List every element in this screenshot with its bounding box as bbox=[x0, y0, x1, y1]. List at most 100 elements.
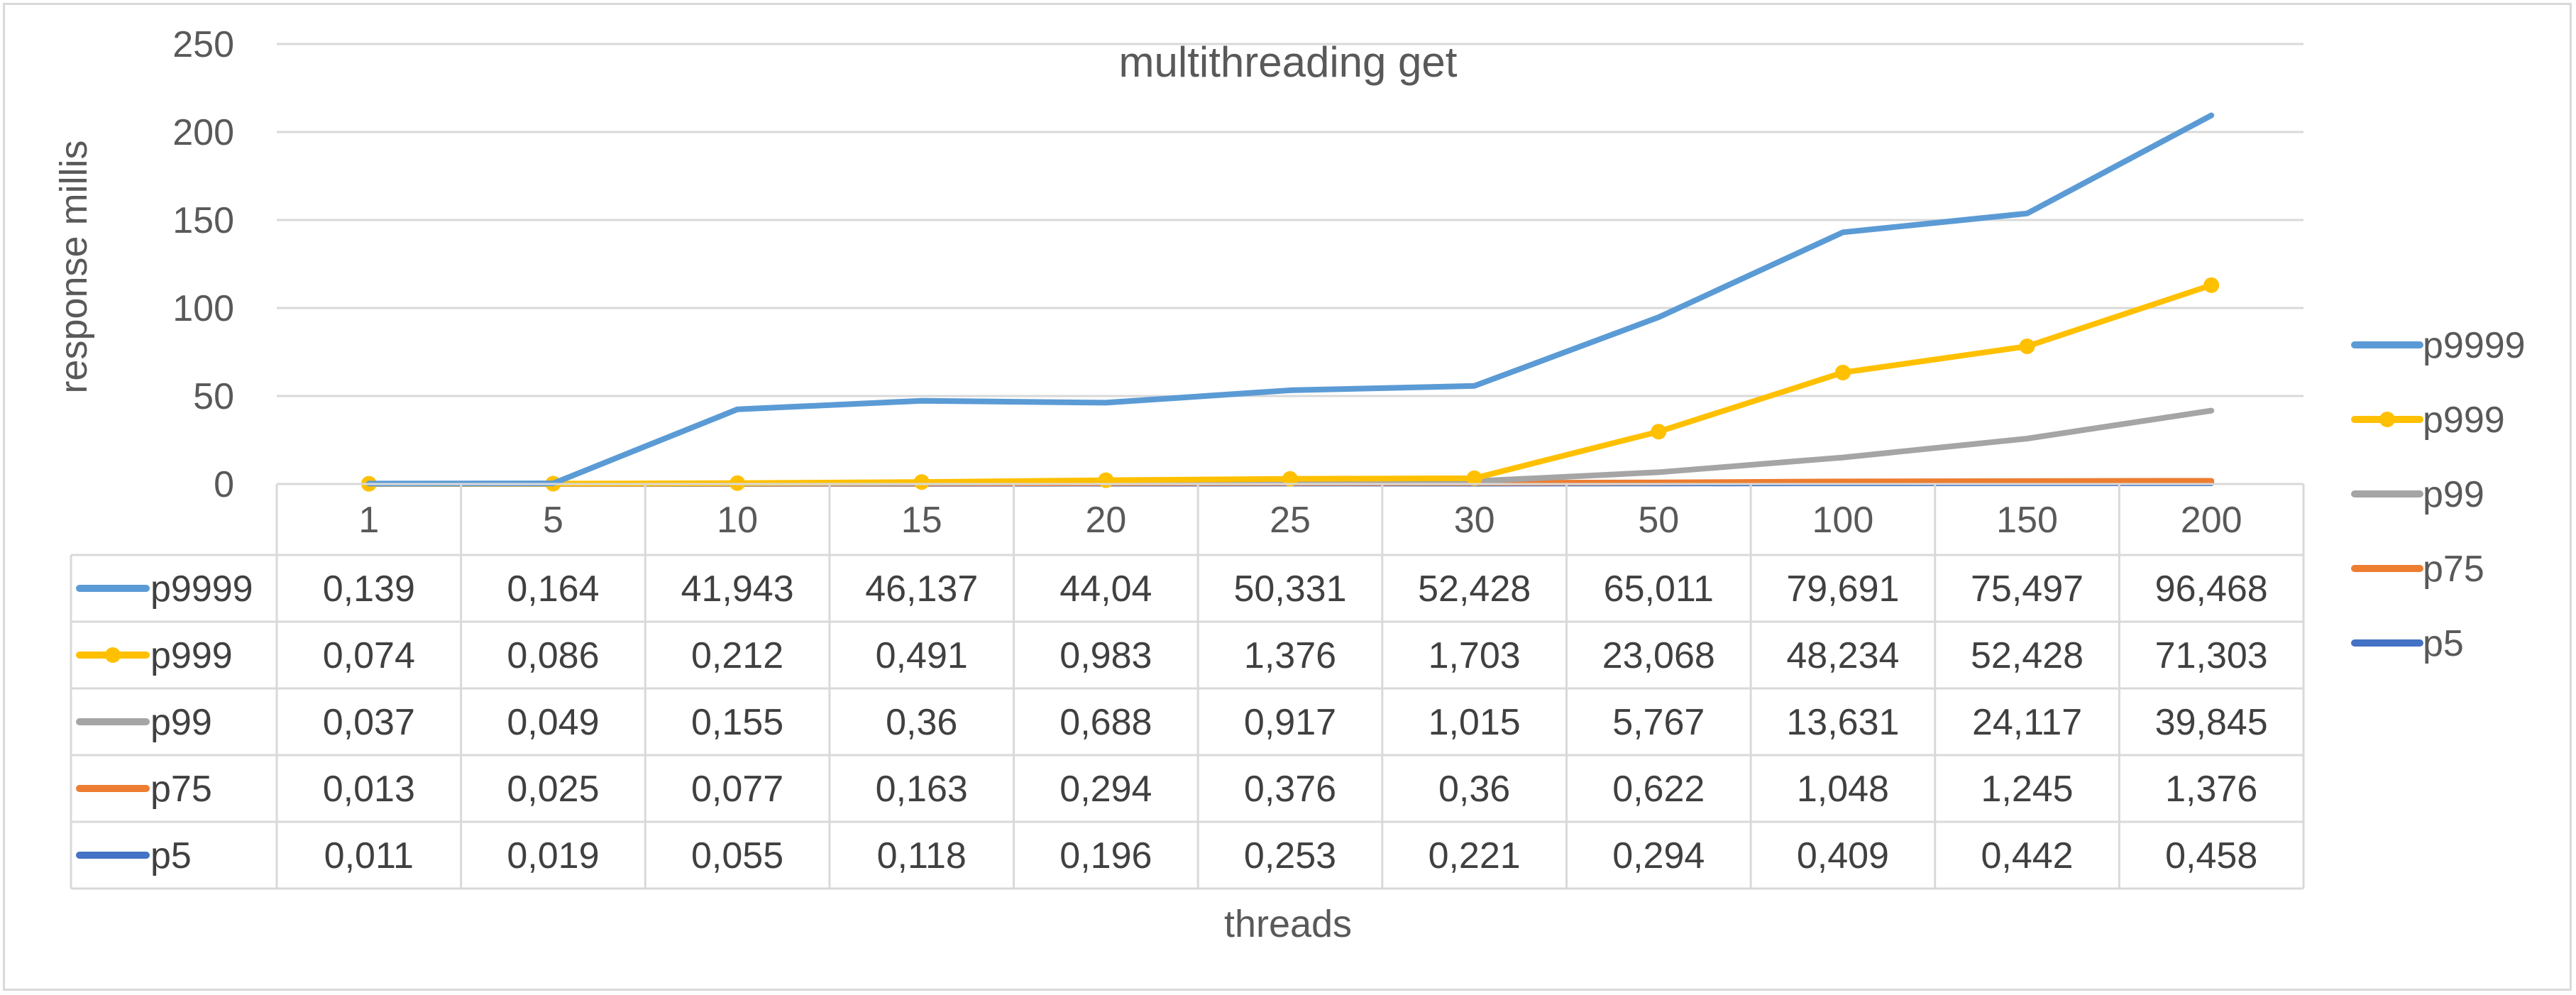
table-cell: 0,688 bbox=[1059, 702, 1152, 743]
table-cell: 0,019 bbox=[507, 835, 599, 876]
table-cell: 50,331 bbox=[1233, 568, 1346, 610]
table-cell: 0,458 bbox=[2165, 835, 2257, 876]
x-tick-label: 200 bbox=[2181, 500, 2242, 541]
y-tick-label: 250 bbox=[172, 24, 234, 65]
table-cell: 48,234 bbox=[1786, 635, 1899, 676]
table-cell: 1,245 bbox=[1981, 769, 2073, 810]
table-cell: 0,376 bbox=[1244, 769, 1336, 810]
table-cell: 23,068 bbox=[1602, 635, 1715, 676]
series-point-p999 bbox=[1651, 424, 1667, 440]
table-cell: 0,077 bbox=[691, 769, 783, 810]
table-cell: 0,36 bbox=[1438, 769, 1510, 810]
table-cell: 0,049 bbox=[507, 702, 599, 743]
table-cell: 75,497 bbox=[1971, 568, 2084, 610]
series-point-p999 bbox=[913, 474, 930, 490]
legend-entry: p9999 bbox=[2423, 325, 2526, 366]
table-cell: 44,04 bbox=[1059, 568, 1152, 610]
x-tick-label: 150 bbox=[1996, 500, 2058, 541]
series-line-p999 bbox=[365, 282, 2215, 487]
table-cell: 0,409 bbox=[1797, 835, 1889, 876]
table-cell: 0,118 bbox=[877, 835, 967, 876]
table-cell: 0,294 bbox=[1612, 835, 1705, 876]
table-cell: 0,196 bbox=[1059, 835, 1152, 876]
table-cell: 0,442 bbox=[1981, 835, 2073, 876]
x-tick-label: 1 bbox=[358, 500, 379, 541]
legend-key-marker bbox=[2379, 412, 2395, 427]
table-cell: 1,703 bbox=[1429, 635, 1521, 676]
x-tick-label: 30 bbox=[1454, 500, 1495, 541]
table-cell: 39,845 bbox=[2155, 702, 2268, 743]
series-point-p999 bbox=[1466, 470, 1482, 486]
legend: p9999 p999 p99 p75 p5 bbox=[2351, 325, 2526, 664]
table-row-header: p9999 bbox=[150, 568, 253, 610]
table-row-key-marker bbox=[105, 647, 121, 663]
table-cell: 0,163 bbox=[876, 769, 968, 810]
table-cell: 13,631 bbox=[1786, 702, 1899, 743]
series-point-p999 bbox=[1098, 472, 1114, 488]
y-tick-label: 150 bbox=[172, 200, 234, 241]
table-cell: 0,155 bbox=[691, 702, 783, 743]
legend-entry: p75 bbox=[2423, 549, 2484, 590]
x-axis-title: threads bbox=[1224, 903, 1352, 945]
table-cell: 0,253 bbox=[1244, 835, 1336, 876]
y-tick-label: 100 bbox=[172, 288, 234, 329]
table-cell: 0,074 bbox=[323, 635, 415, 676]
table-cell: 0,983 bbox=[1059, 635, 1152, 676]
series-point-p999 bbox=[2203, 277, 2220, 293]
x-tick-label: 20 bbox=[1085, 500, 1126, 541]
table-row-header: p999 bbox=[150, 635, 233, 676]
table-cell: 1,048 bbox=[1797, 769, 1889, 810]
table-cell: 0,294 bbox=[1059, 769, 1152, 810]
table-row-header: p75 bbox=[150, 769, 212, 810]
series-point-p999 bbox=[1282, 471, 1298, 487]
table-cell: 46,137 bbox=[865, 568, 978, 610]
table-cell: 41,943 bbox=[681, 568, 794, 610]
table-cell: 0,037 bbox=[323, 702, 415, 743]
legend-entry: p5 bbox=[2423, 623, 2464, 664]
table-cell: 0,622 bbox=[1612, 769, 1705, 810]
y-tick-label: 0 bbox=[214, 464, 234, 505]
x-tick-label: 15 bbox=[901, 500, 942, 541]
series-lines bbox=[360, 112, 2220, 492]
table-cell: 0,212 bbox=[691, 635, 783, 676]
legend-entry: p99 bbox=[2423, 474, 2484, 515]
table-cell: 0,164 bbox=[507, 568, 599, 610]
table-cell: 79,691 bbox=[1786, 568, 1899, 610]
table-cell: 0,917 bbox=[1244, 702, 1336, 743]
y-tick-label: 200 bbox=[172, 112, 234, 153]
x-tick-label: 50 bbox=[1638, 500, 1679, 541]
table-cell: 0,491 bbox=[876, 635, 968, 676]
x-tick-label: 25 bbox=[1270, 500, 1311, 541]
series-line-p9999 bbox=[365, 112, 2215, 487]
table-cell: 65,011 bbox=[1604, 568, 1714, 610]
y-tick-label: 50 bbox=[193, 376, 234, 417]
table-cell: 52,428 bbox=[1418, 568, 1531, 610]
y-axis-title: response millis bbox=[53, 140, 95, 393]
table-cell: 0,139 bbox=[323, 568, 415, 610]
y-axis-tick-labels: 0 50 100 150 200 250 bbox=[172, 24, 234, 505]
table-cell: 1,015 bbox=[1429, 702, 1521, 743]
table-row-header: p99 bbox=[150, 702, 212, 743]
table-cell: 96,468 bbox=[2155, 568, 2268, 610]
table-cell: 0,055 bbox=[691, 835, 783, 876]
gridlines bbox=[277, 43, 2303, 485]
table-cell: 52,428 bbox=[1971, 635, 2084, 676]
table-cell: 0,36 bbox=[886, 702, 957, 743]
x-tick-label: 10 bbox=[717, 500, 758, 541]
chart-frame bbox=[3, 3, 2572, 991]
table-cell: 0,011 bbox=[324, 835, 414, 876]
chart-title: multithreading get bbox=[1119, 38, 1458, 86]
x-tick-label: 5 bbox=[543, 500, 563, 541]
x-tick-label: 100 bbox=[1812, 500, 1874, 541]
series-point-p999 bbox=[1834, 364, 1851, 380]
table-cell: 1,376 bbox=[1244, 635, 1336, 676]
table-cell: 0,086 bbox=[507, 635, 599, 676]
series-point-p999 bbox=[2019, 338, 2035, 354]
table-cell: 1,376 bbox=[2165, 769, 2257, 810]
table-cell: 5,767 bbox=[1612, 702, 1705, 743]
table-cell: 0,221 bbox=[1429, 835, 1521, 876]
table-cell: 71,303 bbox=[2155, 635, 2268, 676]
table-row-header: p5 bbox=[150, 835, 192, 876]
